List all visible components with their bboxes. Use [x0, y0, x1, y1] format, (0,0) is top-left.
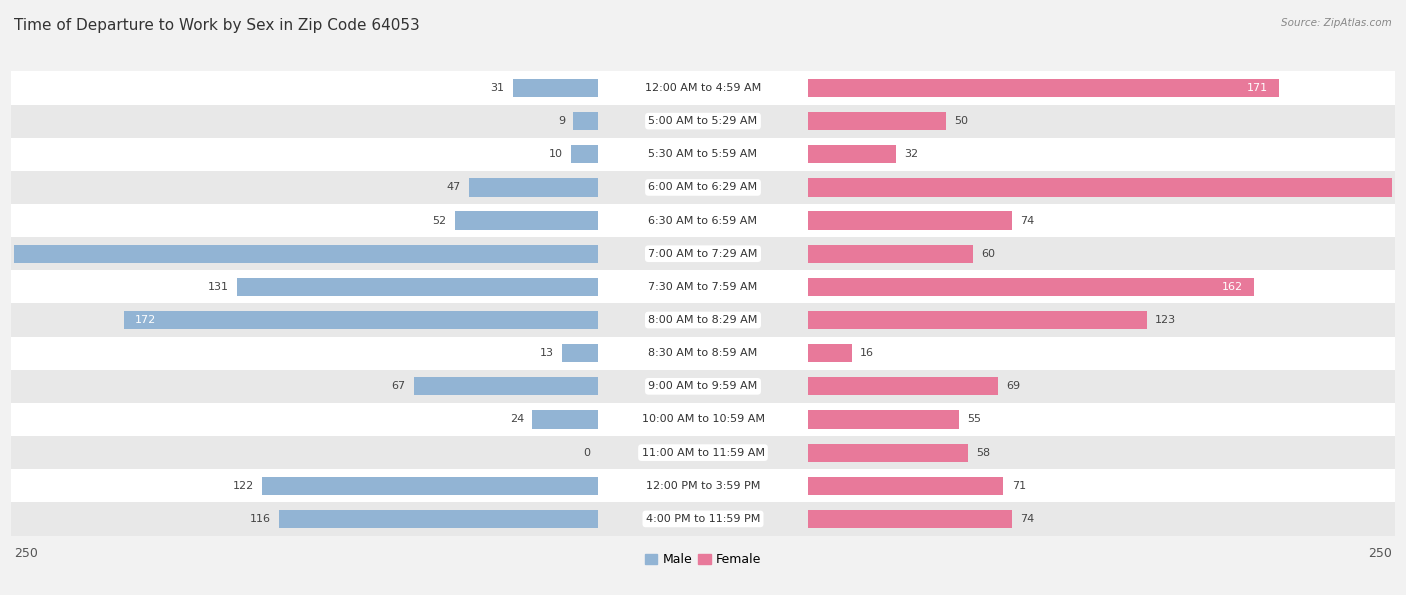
Bar: [807, 245, 973, 263]
Text: 10: 10: [548, 149, 562, 159]
Text: 74: 74: [1019, 215, 1035, 226]
Text: 6:30 AM to 6:59 AM: 6:30 AM to 6:59 AM: [648, 215, 758, 226]
Bar: [11, 303, 1395, 337]
Bar: [11, 502, 1395, 536]
Text: 123: 123: [1154, 315, 1175, 325]
Bar: [238, 278, 599, 296]
Text: 58: 58: [976, 447, 990, 458]
Text: 0: 0: [583, 447, 591, 458]
Text: 60: 60: [981, 249, 995, 259]
Bar: [807, 411, 959, 428]
Text: 5:30 AM to 5:59 AM: 5:30 AM to 5:59 AM: [648, 149, 758, 159]
Text: 7:00 AM to 7:29 AM: 7:00 AM to 7:29 AM: [648, 249, 758, 259]
Text: 50: 50: [953, 116, 967, 126]
Bar: [531, 411, 599, 428]
Bar: [11, 337, 1395, 369]
Text: 9: 9: [558, 116, 565, 126]
Bar: [807, 211, 1012, 230]
Bar: [11, 171, 1395, 204]
Text: 8:00 AM to 8:29 AM: 8:00 AM to 8:29 AM: [648, 315, 758, 325]
Text: 13: 13: [540, 348, 554, 358]
Text: 74: 74: [1019, 514, 1035, 524]
Text: Source: ZipAtlas.com: Source: ZipAtlas.com: [1281, 18, 1392, 28]
Text: 12:00 PM to 3:59 PM: 12:00 PM to 3:59 PM: [645, 481, 761, 491]
Text: 10:00 AM to 10:59 AM: 10:00 AM to 10:59 AM: [641, 415, 765, 424]
Text: 4:00 PM to 11:59 PM: 4:00 PM to 11:59 PM: [645, 514, 761, 524]
Bar: [807, 145, 896, 164]
Bar: [807, 377, 998, 396]
Bar: [11, 204, 1395, 237]
Bar: [11, 469, 1395, 502]
Bar: [807, 79, 1279, 97]
Text: 71: 71: [1012, 481, 1026, 491]
Bar: [11, 403, 1395, 436]
Text: 5:00 AM to 5:29 AM: 5:00 AM to 5:29 AM: [648, 116, 758, 126]
Bar: [11, 71, 1395, 105]
Text: 172: 172: [135, 315, 156, 325]
Text: 69: 69: [1007, 381, 1021, 392]
Bar: [807, 311, 1147, 329]
Text: 7:30 AM to 7:59 AM: 7:30 AM to 7:59 AM: [648, 282, 758, 292]
Text: 250: 250: [1368, 547, 1392, 560]
Text: 32: 32: [904, 149, 918, 159]
Bar: [278, 510, 599, 528]
Text: 52: 52: [433, 215, 447, 226]
Bar: [513, 79, 599, 97]
Text: 122: 122: [232, 481, 254, 491]
Text: 55: 55: [967, 415, 981, 424]
Bar: [0, 245, 599, 263]
Text: Time of Departure to Work by Sex in Zip Code 64053: Time of Departure to Work by Sex in Zip …: [14, 18, 420, 33]
Bar: [468, 178, 599, 196]
Bar: [807, 443, 967, 462]
Text: 6:00 AM to 6:29 AM: 6:00 AM to 6:29 AM: [648, 183, 758, 192]
Bar: [807, 477, 1004, 495]
Bar: [807, 278, 1254, 296]
Text: 250: 250: [14, 547, 38, 560]
Text: 162: 162: [1222, 282, 1243, 292]
Text: 116: 116: [249, 514, 270, 524]
Bar: [574, 112, 599, 130]
Bar: [11, 369, 1395, 403]
Bar: [124, 311, 599, 329]
Text: 171: 171: [1247, 83, 1268, 93]
Text: 11:00 AM to 11:59 AM: 11:00 AM to 11:59 AM: [641, 447, 765, 458]
Legend: Male, Female: Male, Female: [640, 548, 766, 571]
Text: 8:30 AM to 8:59 AM: 8:30 AM to 8:59 AM: [648, 348, 758, 358]
Bar: [11, 237, 1395, 270]
Bar: [562, 344, 599, 362]
Bar: [456, 211, 599, 230]
Text: 131: 131: [208, 282, 229, 292]
Text: 12:00 AM to 4:59 AM: 12:00 AM to 4:59 AM: [645, 83, 761, 93]
Bar: [807, 510, 1012, 528]
Bar: [571, 145, 599, 164]
Bar: [413, 377, 599, 396]
Bar: [807, 178, 1406, 196]
Bar: [11, 137, 1395, 171]
Bar: [807, 112, 945, 130]
Bar: [11, 436, 1395, 469]
Bar: [11, 105, 1395, 137]
Text: 9:00 AM to 9:59 AM: 9:00 AM to 9:59 AM: [648, 381, 758, 392]
Bar: [11, 270, 1395, 303]
Text: 67: 67: [391, 381, 405, 392]
Text: 31: 31: [491, 83, 505, 93]
Text: 16: 16: [860, 348, 875, 358]
Text: 24: 24: [509, 415, 524, 424]
Bar: [807, 344, 852, 362]
Text: 47: 47: [446, 183, 461, 192]
Bar: [262, 477, 599, 495]
